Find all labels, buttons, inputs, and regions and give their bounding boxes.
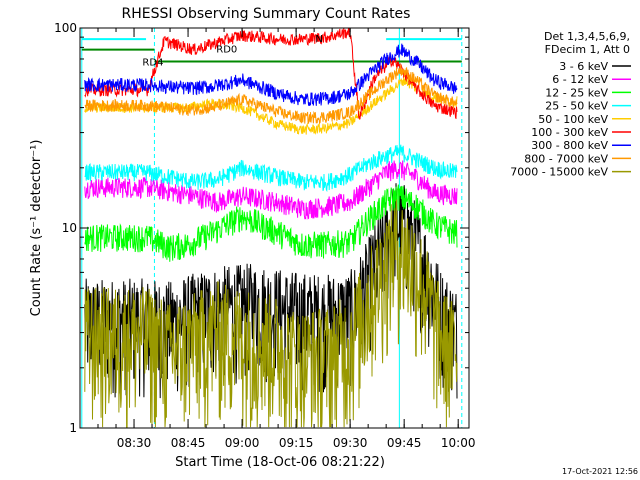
series-line-7 — [84, 43, 458, 106]
legend-entry-label: 7000 - 15000 keV — [510, 166, 608, 179]
legend-entry-label: 6 - 12 keV — [552, 73, 608, 86]
y-tick-label: 10 — [62, 221, 77, 235]
y-axis: 1 10 100 — [54, 21, 469, 435]
x-tick-label: 10:00 — [441, 436, 476, 450]
series-layer — [84, 28, 458, 428]
legend-entry-label: 3 - 6 keV — [559, 60, 608, 73]
series-line-9 — [84, 199, 458, 428]
annotation-label: RD0 — [216, 44, 237, 55]
legend-entry-label: 300 - 800 keV — [531, 139, 608, 152]
legend-entry-label: 50 - 100 keV — [538, 113, 608, 126]
annotation-label: RD4 — [142, 57, 163, 68]
render-timestamp: 17-Oct-2021 12:56 — [562, 467, 638, 476]
y-axis-label: Count Rate (s⁻¹ detector⁻¹) — [29, 140, 44, 317]
x-tick-label: 08:45 — [171, 436, 206, 450]
series-line-3 — [84, 184, 458, 262]
x-axis: 08:30 08:45 09:00 09:15 09:30 09:45 10:00 — [97, 28, 476, 450]
x-tick-label: 09:00 — [225, 436, 260, 450]
legend-header-line: Det 1,3,4,5,6,9, — [544, 30, 630, 43]
y-tick-label: 100 — [54, 21, 77, 35]
annotation-label: N — [315, 34, 322, 45]
x-axis-label: Start Time (18-Oct-06 08:21:22) — [175, 455, 385, 470]
legend-entry-label: 12 - 25 keV — [545, 86, 608, 99]
legend-entry-label: 25 - 50 keV — [545, 100, 608, 113]
legend-entry-label: 800 - 7000 keV — [524, 152, 608, 165]
series-line-2 — [84, 160, 458, 220]
x-tick-label: 09:30 — [333, 436, 368, 450]
x-tick-label: 08:30 — [117, 436, 152, 450]
series-line-8 — [84, 64, 458, 125]
annotation-layer: N RD0 RD4 — [142, 34, 322, 68]
x-tick-label: 09:15 — [279, 436, 314, 450]
x-tick-label: 09:45 — [387, 436, 422, 450]
series-line-6 — [84, 28, 458, 120]
plot-area: N RD0 RD4 — [81, 28, 463, 428]
legend: Det 1,3,4,5,6,9,FDecim 1, Att 0 3 - 6 keV… — [510, 30, 631, 179]
chart-title: RHESSI Observing Summary Count Rates — [122, 6, 411, 22]
legend-entry-label: 100 - 300 keV — [531, 126, 608, 139]
legend-header-line: FDecim 1, Att 0 — [545, 43, 630, 56]
series-line-4 — [84, 144, 458, 193]
y-tick-label: 1 — [69, 421, 77, 435]
series-line-5 — [84, 75, 458, 135]
